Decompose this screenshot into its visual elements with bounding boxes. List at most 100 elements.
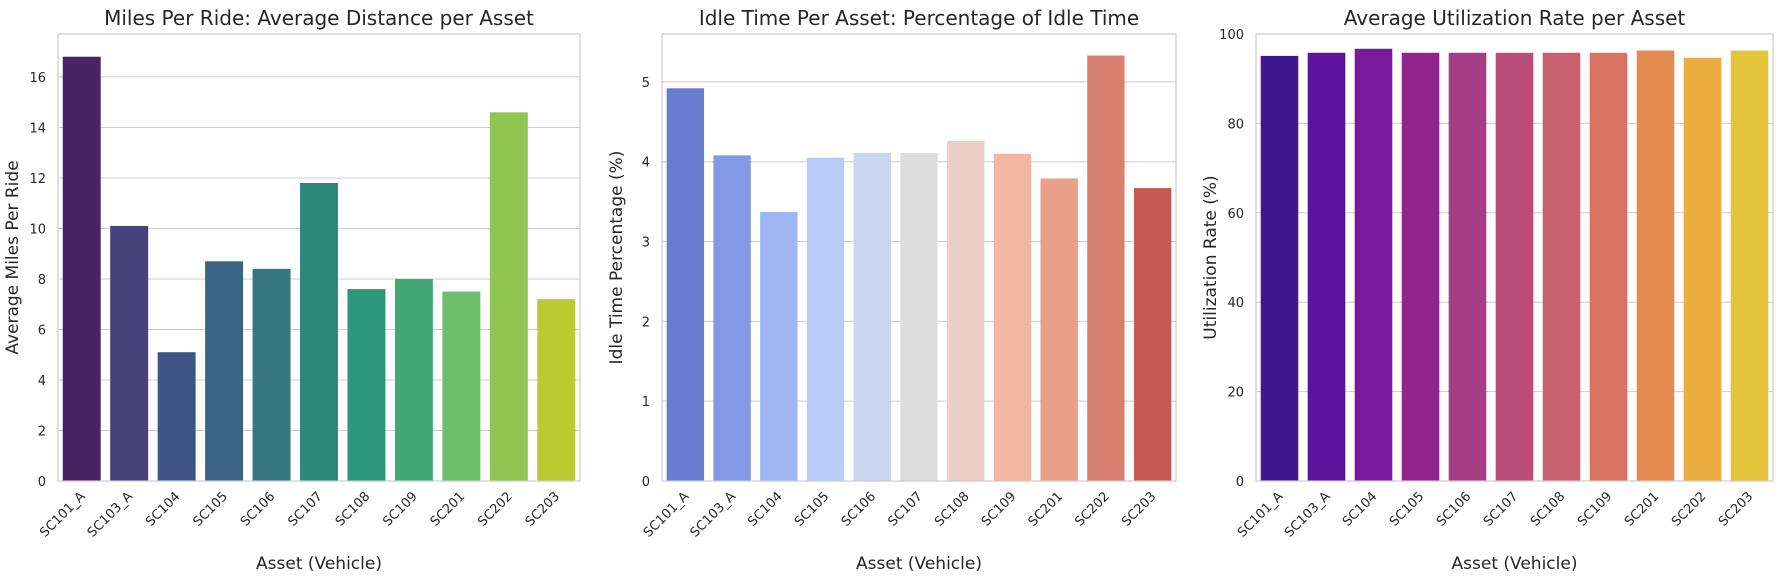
x-tick-label: SC108: [932, 489, 972, 529]
plot-frame: [57, 33, 581, 482]
x-tick-label: SC105: [191, 489, 231, 529]
x-tick-label: SC203: [523, 489, 563, 529]
x-tick-label: SC101_A: [641, 489, 692, 540]
y-tick-label: 4: [642, 156, 650, 171]
x-tick-label: SC202: [1072, 489, 1112, 529]
chart-title: Miles Per Ride: Average Distance per Ass…: [104, 6, 534, 30]
y-tick-label: 80: [1227, 117, 1244, 132]
bar-sc201: [1636, 50, 1675, 481]
y-tick-label: 14: [29, 121, 46, 136]
x-tick-label: SC103_A: [1282, 489, 1333, 540]
y-tick-label: 0: [642, 475, 650, 490]
x-tick-label: SC203: [1119, 489, 1159, 529]
bar-sc104: [1354, 48, 1393, 481]
bar-sc105: [1401, 52, 1440, 482]
bar-sc101-a: [62, 56, 101, 481]
y-tick-label: 6: [38, 323, 46, 338]
x-tick-label: SC106: [1434, 489, 1474, 529]
x-tick-label: SC201: [1026, 489, 1066, 529]
x-tick-label: SC202: [1669, 489, 1709, 529]
x-tick-label: SC202: [475, 489, 515, 529]
x-tick-label: SC108: [333, 489, 373, 529]
y-tick-label: 5: [642, 76, 650, 91]
bar-sc203: [1730, 50, 1769, 481]
x-tick-label: SC109: [1575, 489, 1615, 529]
x-axis-label: Asset (Vehicle): [256, 554, 382, 574]
x-tick-label: SC101_A: [37, 489, 88, 540]
plot-frame: [1255, 33, 1774, 482]
x-tick-label: SC106: [238, 489, 278, 529]
x-tick-label: SC109: [380, 489, 420, 529]
y-tick-label: 20: [1227, 386, 1244, 401]
x-tick-label: SC104: [745, 489, 785, 529]
x-tick-label: SC107: [885, 489, 925, 529]
x-tick-label: SC203: [1716, 489, 1756, 529]
bar-sc109: [1589, 52, 1628, 482]
x-tick-label: SC107: [1481, 489, 1521, 529]
y-tick-label: 4: [38, 374, 46, 389]
bar-sc108: [347, 289, 386, 481]
bar-sc101-a: [666, 88, 705, 482]
bar-sc106: [252, 268, 291, 481]
bar-sc108: [947, 140, 985, 482]
y-tick-label: 3: [642, 236, 650, 251]
y-axis-label: Average Miles Per Ride: [3, 160, 23, 354]
y-tick-label: 0: [1236, 475, 1244, 490]
bar-sc107: [900, 152, 938, 481]
bar-sc105: [806, 157, 845, 482]
bar-sc104: [760, 212, 798, 482]
bar-sc103-a: [713, 155, 751, 482]
y-axis-label: Utilization Rate (%): [1201, 175, 1221, 339]
x-axis-label: Asset (Vehicle): [856, 554, 982, 574]
chart-title: Average Utilization Rate per Asset: [1344, 6, 1686, 30]
y-tick-label: 2: [642, 315, 650, 330]
x-tick-label: SC109: [979, 489, 1019, 529]
bar-sc203: [537, 299, 576, 481]
x-tick-label: SC106: [839, 489, 879, 529]
x-tick-label: SC108: [1528, 489, 1568, 529]
y-tick-label: 10: [29, 222, 46, 237]
plot-frame: [661, 33, 1177, 482]
x-tick-label: SC105: [792, 489, 832, 529]
x-tick-label: SC101_A: [1235, 489, 1286, 540]
bar-sc104: [157, 352, 196, 481]
bar-sc202: [1683, 57, 1722, 481]
y-tick-label: 100: [1219, 28, 1244, 43]
y-tick-label: 16: [29, 71, 46, 86]
x-tick-label: SC201: [428, 489, 468, 529]
bar-sc106: [1448, 52, 1487, 482]
x-tick-label: SC104: [1340, 489, 1380, 529]
x-tick-label: SC107: [285, 489, 325, 529]
bar-sc107: [1495, 52, 1534, 482]
bar-sc101-a: [1260, 55, 1299, 481]
y-tick-label: 12: [29, 172, 46, 187]
y-tick-label: 60: [1227, 207, 1244, 222]
bar-sc103-a: [1307, 52, 1346, 482]
y-tick-label: 2: [38, 424, 46, 439]
y-tick-label: 0: [38, 475, 46, 490]
bar-sc109: [394, 278, 433, 481]
bar-sc202: [1087, 55, 1125, 481]
bar-sc105: [205, 261, 244, 481]
x-tick-label: SC103_A: [85, 489, 136, 540]
y-tick-label: 1: [642, 395, 650, 410]
bar-sc106: [853, 152, 891, 481]
x-tick-label: SC104: [143, 489, 183, 529]
y-tick-label: 8: [38, 273, 46, 288]
bar-sc203: [1133, 188, 1172, 481]
chart-title: Idle Time Per Asset: Percentage of Idle …: [699, 6, 1139, 30]
bar-sc201: [442, 291, 481, 481]
x-axis-label: Asset (Vehicle): [1452, 554, 1578, 574]
y-axis-label: Idle Time Percentage (%): [607, 151, 627, 365]
bar-sc109: [993, 153, 1032, 481]
bar-sc107: [300, 183, 338, 481]
x-tick-label: SC201: [1622, 489, 1662, 529]
bar-sc202: [489, 112, 528, 481]
y-tick-label: 40: [1227, 296, 1244, 311]
bar-sc201: [1040, 178, 1078, 481]
x-tick-label: SC105: [1387, 489, 1427, 529]
